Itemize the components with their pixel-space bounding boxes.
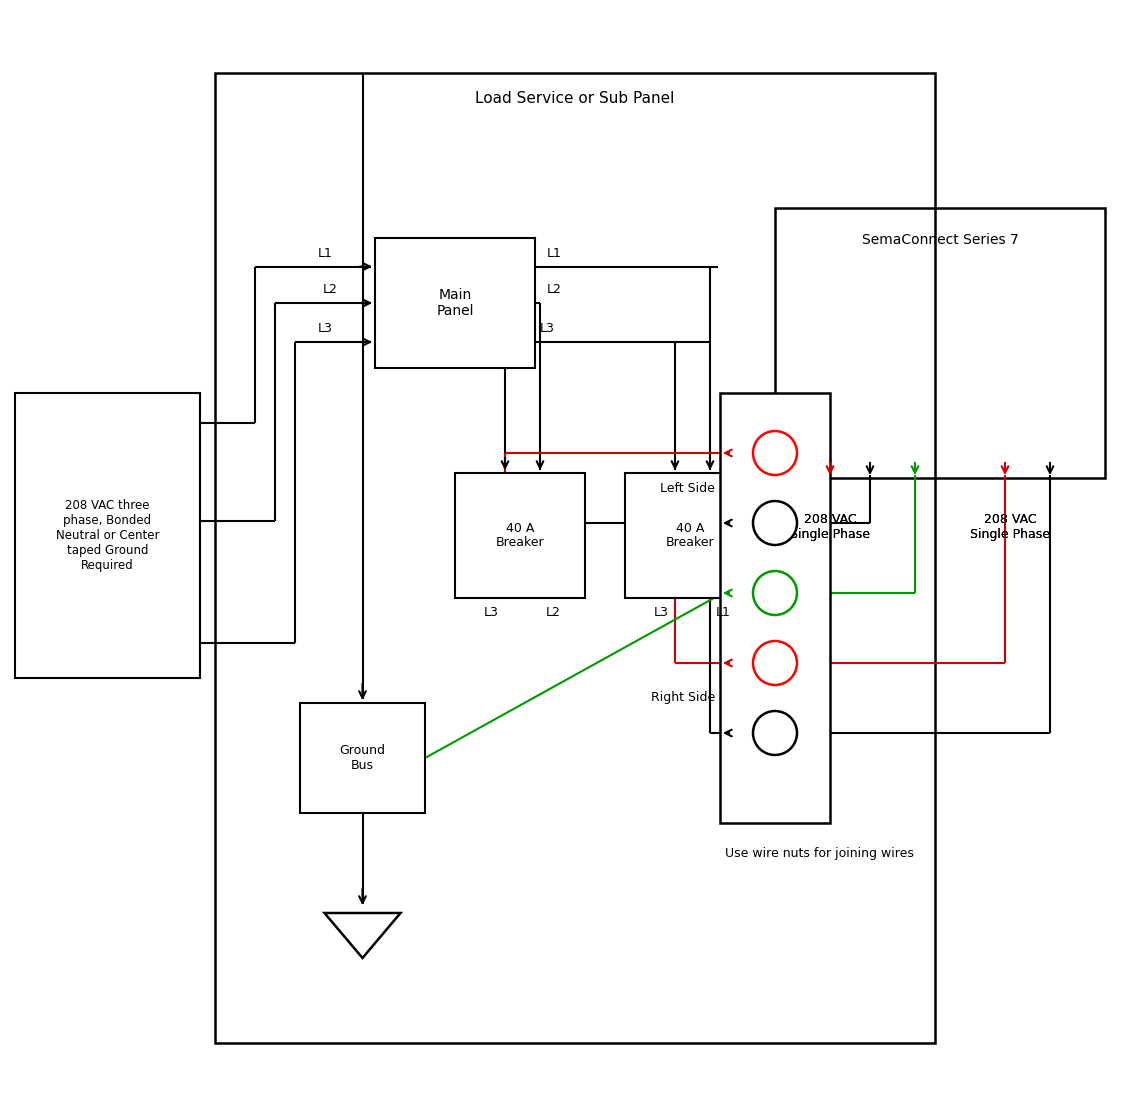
Text: L1: L1 bbox=[716, 606, 731, 619]
Circle shape bbox=[753, 501, 797, 545]
Circle shape bbox=[753, 571, 797, 615]
Bar bbox=[455, 473, 585, 598]
Text: Use wire nuts for joining wires: Use wire nuts for joining wires bbox=[725, 847, 914, 860]
Text: 208 VAC
Single Phase: 208 VAC Single Phase bbox=[970, 513, 1050, 541]
Text: 208 VAC
Single Phase: 208 VAC Single Phase bbox=[790, 513, 870, 541]
Text: 208 VAC
Single Phase: 208 VAC Single Phase bbox=[970, 513, 1050, 541]
Text: L3: L3 bbox=[540, 322, 555, 335]
Bar bbox=[299, 703, 425, 813]
Text: 40 A
Breaker: 40 A Breaker bbox=[666, 522, 714, 549]
Text: L1: L1 bbox=[547, 247, 562, 259]
Text: 40 A
Breaker: 40 A Breaker bbox=[496, 522, 545, 549]
Text: Ground
Bus: Ground Bus bbox=[339, 744, 385, 772]
Text: Left Side: Left Side bbox=[660, 482, 715, 494]
Text: L2: L2 bbox=[546, 606, 560, 619]
Circle shape bbox=[753, 712, 797, 755]
Bar bbox=[775, 208, 1105, 478]
Text: Right Side: Right Side bbox=[651, 692, 715, 705]
Text: L3: L3 bbox=[654, 606, 669, 619]
Text: L1: L1 bbox=[318, 247, 332, 259]
Polygon shape bbox=[324, 914, 400, 957]
Bar bbox=[720, 393, 831, 824]
Circle shape bbox=[753, 432, 797, 475]
Circle shape bbox=[753, 641, 797, 685]
Text: L2: L2 bbox=[322, 283, 338, 296]
Bar bbox=[15, 393, 200, 677]
Text: L3: L3 bbox=[318, 322, 332, 335]
Text: 208 VAC three
phase, Bonded
Neutral or Center
taped Ground
Required: 208 VAC three phase, Bonded Neutral or C… bbox=[55, 498, 159, 572]
Bar bbox=[375, 238, 534, 368]
Text: Main
Panel: Main Panel bbox=[436, 288, 473, 318]
Text: 208 VAC
Single Phase: 208 VAC Single Phase bbox=[790, 513, 870, 541]
Text: SemaConnect Series 7: SemaConnect Series 7 bbox=[861, 233, 1018, 247]
Bar bbox=[215, 72, 935, 1043]
Text: L2: L2 bbox=[547, 283, 562, 296]
Text: Load Service or Sub Panel: Load Service or Sub Panel bbox=[476, 91, 675, 107]
Bar bbox=[625, 473, 755, 598]
Text: L3: L3 bbox=[484, 606, 499, 619]
